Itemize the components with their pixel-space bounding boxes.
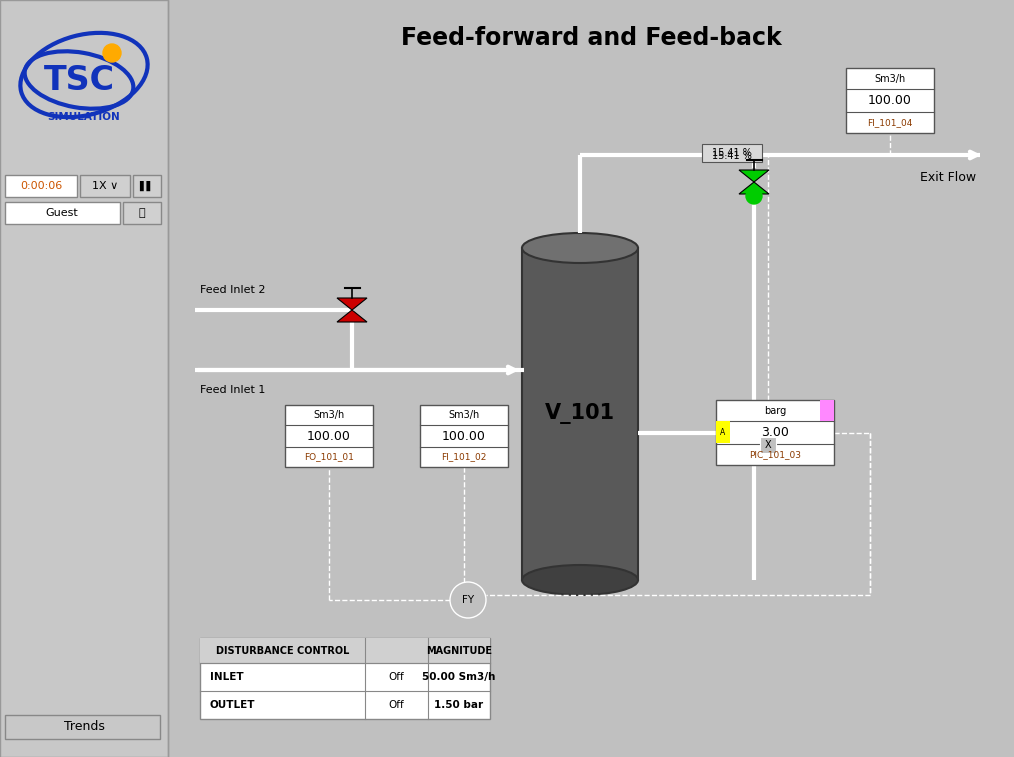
Text: 100.00: 100.00	[307, 429, 351, 443]
Text: Feed-forward and Feed-back: Feed-forward and Feed-back	[401, 26, 782, 50]
Text: OUTLET: OUTLET	[210, 700, 256, 710]
Text: Guest: Guest	[46, 208, 78, 218]
Text: TSC: TSC	[44, 64, 115, 96]
FancyBboxPatch shape	[716, 400, 834, 465]
Circle shape	[746, 188, 762, 204]
Text: 1.50 bar: 1.50 bar	[434, 700, 484, 710]
Text: Sm3/h: Sm3/h	[448, 410, 480, 420]
Polygon shape	[337, 298, 367, 310]
Text: Sm3/h: Sm3/h	[874, 73, 906, 84]
FancyBboxPatch shape	[5, 202, 120, 224]
Polygon shape	[739, 182, 769, 194]
Text: 100.00: 100.00	[868, 94, 912, 107]
Text: ▌▌: ▌▌	[140, 181, 154, 191]
Text: FI_101_04: FI_101_04	[867, 118, 913, 126]
Text: Off: Off	[388, 700, 405, 710]
Text: barg: barg	[764, 406, 786, 416]
Text: DISTURBANCE CONTROL: DISTURBANCE CONTROL	[216, 646, 349, 656]
Text: Off: Off	[388, 672, 405, 682]
Polygon shape	[337, 310, 367, 322]
Text: 🔒: 🔒	[139, 208, 145, 218]
FancyBboxPatch shape	[702, 144, 762, 162]
FancyBboxPatch shape	[522, 248, 638, 580]
Text: Trends: Trends	[64, 721, 104, 734]
FancyBboxPatch shape	[760, 437, 776, 453]
FancyBboxPatch shape	[80, 175, 130, 197]
FancyBboxPatch shape	[5, 715, 160, 739]
Circle shape	[103, 44, 121, 62]
Text: FY: FY	[462, 595, 475, 605]
FancyBboxPatch shape	[820, 400, 834, 422]
Text: FO_101_01: FO_101_01	[304, 452, 354, 461]
Text: INLET: INLET	[210, 672, 243, 682]
Text: A: A	[720, 428, 726, 437]
Ellipse shape	[522, 565, 638, 595]
FancyBboxPatch shape	[123, 202, 161, 224]
FancyBboxPatch shape	[133, 175, 161, 197]
Text: 0:00:06: 0:00:06	[20, 181, 62, 191]
Text: Feed Inlet 2: Feed Inlet 2	[200, 285, 266, 295]
FancyBboxPatch shape	[846, 68, 934, 133]
FancyBboxPatch shape	[0, 0, 168, 757]
Text: Sm3/h: Sm3/h	[313, 410, 345, 420]
Ellipse shape	[522, 233, 638, 263]
Text: V_101: V_101	[545, 403, 615, 425]
Text: Exit Flow: Exit Flow	[920, 171, 976, 184]
Text: 15.41 %: 15.41 %	[712, 151, 752, 161]
Polygon shape	[739, 170, 769, 182]
FancyBboxPatch shape	[5, 175, 77, 197]
Text: X: X	[765, 440, 772, 450]
Text: 3.00: 3.00	[762, 426, 789, 439]
Text: 50.00 Sm3/h: 50.00 Sm3/h	[422, 672, 496, 682]
Text: SIMULATION: SIMULATION	[48, 112, 121, 122]
Circle shape	[450, 582, 486, 618]
FancyBboxPatch shape	[285, 405, 373, 467]
Text: 1X ∨: 1X ∨	[92, 181, 118, 191]
Text: 15.41 %: 15.41 %	[712, 148, 752, 158]
Text: Feed Inlet 1: Feed Inlet 1	[200, 385, 266, 395]
Text: 100.00: 100.00	[442, 429, 486, 443]
FancyBboxPatch shape	[716, 422, 730, 443]
Text: MAGNITUDE: MAGNITUDE	[426, 646, 492, 656]
FancyBboxPatch shape	[420, 405, 508, 467]
FancyBboxPatch shape	[200, 638, 490, 663]
Text: FI_101_02: FI_101_02	[441, 452, 487, 461]
Text: PIC_101_03: PIC_101_03	[749, 450, 801, 459]
FancyBboxPatch shape	[200, 638, 490, 719]
